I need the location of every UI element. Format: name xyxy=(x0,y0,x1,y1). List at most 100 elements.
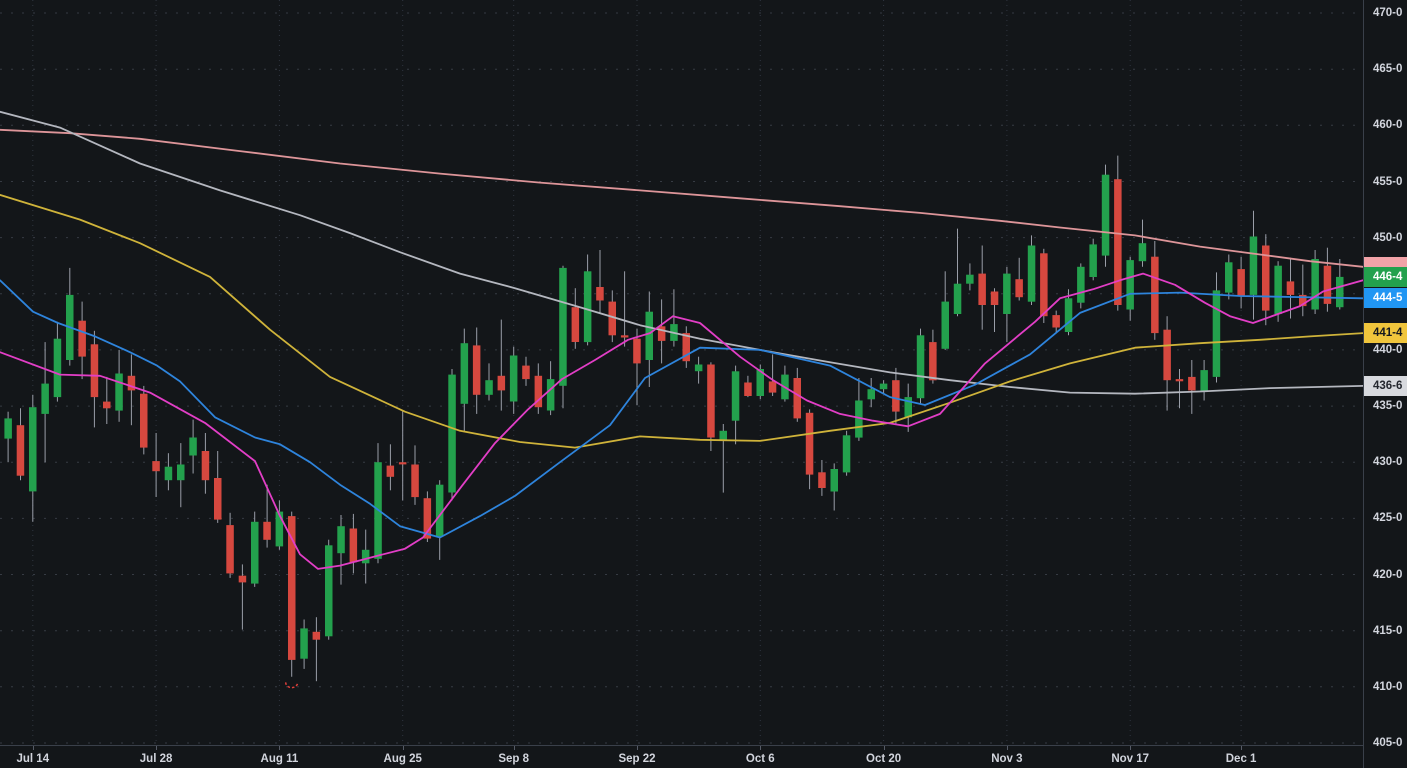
candle xyxy=(1077,263,1085,309)
time-axis-label: Sep 8 xyxy=(498,753,530,765)
ma-line-gray xyxy=(0,110,1363,395)
candle xyxy=(1040,248,1048,323)
candle xyxy=(41,342,49,463)
candle xyxy=(682,326,690,368)
ma-line-yellow xyxy=(0,193,1363,449)
candle xyxy=(460,328,469,432)
candle xyxy=(1175,369,1184,409)
candle xyxy=(1299,264,1307,317)
candle xyxy=(275,500,284,550)
candle xyxy=(1225,254,1233,300)
candle xyxy=(66,267,74,366)
candle xyxy=(103,376,111,424)
price-axis-label: 405-0 xyxy=(1373,737,1403,749)
candle xyxy=(177,443,185,508)
candle xyxy=(916,328,925,404)
candle xyxy=(657,299,666,364)
time-axis-tickmark xyxy=(1130,746,1132,750)
low-marker-arc xyxy=(284,682,299,689)
candle xyxy=(1015,257,1023,301)
time-axis[interactable]: Jul 14 Jul 28 Aug 11 Aug 25 Sep 8 Sep 22 Oct 6… xyxy=(0,745,1363,768)
candle xyxy=(337,515,345,585)
candle xyxy=(53,321,62,402)
time-axis-tickmark xyxy=(637,746,638,750)
time-axis-tickmark xyxy=(1006,746,1008,750)
candle xyxy=(879,380,888,394)
candle xyxy=(645,291,653,387)
candle xyxy=(892,367,900,424)
candle xyxy=(127,354,136,426)
candle xyxy=(1003,266,1011,343)
price-axis-label: 455-0 xyxy=(1373,175,1403,188)
candle xyxy=(620,271,629,347)
price-axis-label: 440-0 xyxy=(1373,343,1403,356)
candle xyxy=(719,424,727,493)
tag-last-price: 446-4 xyxy=(1364,266,1407,287)
candle xyxy=(596,250,604,314)
price-axis[interactable]: 470-0465-0460-0455-0450-0445-0440-0435-0… xyxy=(1363,0,1407,768)
time-axis-label: Jul 14 xyxy=(16,753,50,765)
time-axis-label: Jul 28 xyxy=(139,753,173,765)
tag-gray-ma: 436-6 xyxy=(1364,376,1407,397)
ma-line-blue xyxy=(0,279,1363,539)
time-axis-tickmark xyxy=(279,746,281,750)
candle xyxy=(164,453,173,491)
price-axis-label: 470-0 xyxy=(1373,7,1403,19)
candle xyxy=(522,356,530,386)
candle xyxy=(78,301,86,380)
candle xyxy=(571,288,580,349)
candle xyxy=(929,329,937,384)
tag-blue-ma: 444-5 xyxy=(1364,288,1407,308)
candle xyxy=(781,365,789,402)
candle xyxy=(1126,256,1134,321)
candle xyxy=(1052,310,1060,332)
candle xyxy=(744,375,752,398)
price-axis-label: 415-0 xyxy=(1373,624,1403,637)
price-chart-canvas[interactable] xyxy=(0,0,1363,745)
candle xyxy=(633,328,641,405)
time-axis-tickmark xyxy=(1241,746,1243,750)
candle xyxy=(226,512,234,578)
price-axis-label: 420-0 xyxy=(1373,568,1403,581)
time-axis-tickmark xyxy=(32,746,34,750)
candle xyxy=(1151,241,1159,340)
candle xyxy=(140,385,148,455)
candle xyxy=(90,330,99,428)
candle xyxy=(1311,250,1319,314)
ma-line-salmon xyxy=(0,128,1363,268)
candle xyxy=(189,419,197,474)
price-axis-label: 450-0 xyxy=(1373,231,1403,244)
candle xyxy=(398,410,407,501)
candle xyxy=(953,228,962,317)
candle xyxy=(978,245,986,330)
candle xyxy=(941,271,949,350)
time-axis-tickmark xyxy=(156,746,158,750)
price-axis-label: 430-0 xyxy=(1373,456,1403,469)
candle xyxy=(152,433,160,497)
candle xyxy=(559,265,567,409)
candle xyxy=(818,460,826,496)
time-axis-tickmark xyxy=(513,746,515,750)
candle xyxy=(300,619,308,669)
candle xyxy=(694,356,703,384)
candle xyxy=(1212,272,1221,383)
candle xyxy=(1274,261,1282,322)
candle xyxy=(509,346,518,414)
time-axis-label: Nov 3 xyxy=(991,753,1023,765)
candle xyxy=(855,378,863,441)
candle xyxy=(768,354,777,396)
candle xyxy=(374,443,382,564)
candle xyxy=(411,445,419,505)
time-axis-tickmark xyxy=(760,746,762,750)
candle xyxy=(435,480,444,560)
candle xyxy=(1200,360,1208,401)
candle xyxy=(29,394,37,522)
candle xyxy=(472,327,481,414)
candle xyxy=(805,409,814,490)
candle xyxy=(867,378,875,408)
price-axis-label: 410-0 xyxy=(1373,680,1403,693)
tag-yellow-ma: 441-4 xyxy=(1364,323,1407,344)
candle xyxy=(448,369,456,501)
time-axis-label: Sep 22 xyxy=(618,753,656,765)
candle xyxy=(263,484,271,548)
